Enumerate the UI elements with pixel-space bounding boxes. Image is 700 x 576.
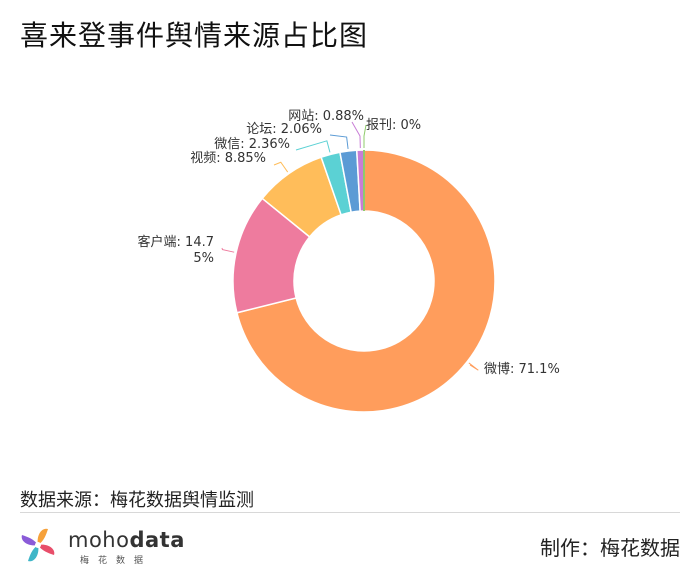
logo-subtitle: 梅花数据 xyxy=(80,556,153,566)
leader-line-3 xyxy=(295,140,331,153)
chart-title: 喜来登事件舆情来源占比图 xyxy=(20,19,369,52)
donut-chart: 微博: 71.1% 客户端: 14.7 5% 视频: 8.85%微信: 2.36%论坛… xyxy=(138,109,560,413)
footer-divider xyxy=(20,512,680,513)
maker-credit: 制作：梅花数据 xyxy=(540,536,680,560)
leader-line-2 xyxy=(273,161,289,173)
slice-label-2: 视频: 8.85% xyxy=(190,151,266,166)
slice-label-4: 论坛: 2.06% xyxy=(246,122,322,137)
slice-label-6: 报刊: 0% xyxy=(366,118,421,133)
leader-line-0 xyxy=(468,362,479,371)
leader-line-1 xyxy=(221,247,235,253)
leader-line-5 xyxy=(351,121,361,149)
slice-label-3: 微信: 2.36% xyxy=(214,137,290,152)
data-source-note: 数据来源：梅花数据舆情监测 xyxy=(20,490,254,511)
donut-slice-0 xyxy=(236,149,496,413)
pinwheel-logo-icon xyxy=(21,528,55,562)
slice-label-1: 客户端: 14.7 5% xyxy=(138,234,214,266)
logo-wordmark: mohodata xyxy=(68,528,185,552)
mohodata-logo: mohodata 梅花数据 xyxy=(18,524,184,566)
slice-label-0: 微博: 71.1% xyxy=(484,362,560,377)
leader-line-6 xyxy=(363,124,367,148)
slice-label-5: 网站: 0.88% xyxy=(288,109,364,124)
leader-line-4 xyxy=(329,134,349,150)
